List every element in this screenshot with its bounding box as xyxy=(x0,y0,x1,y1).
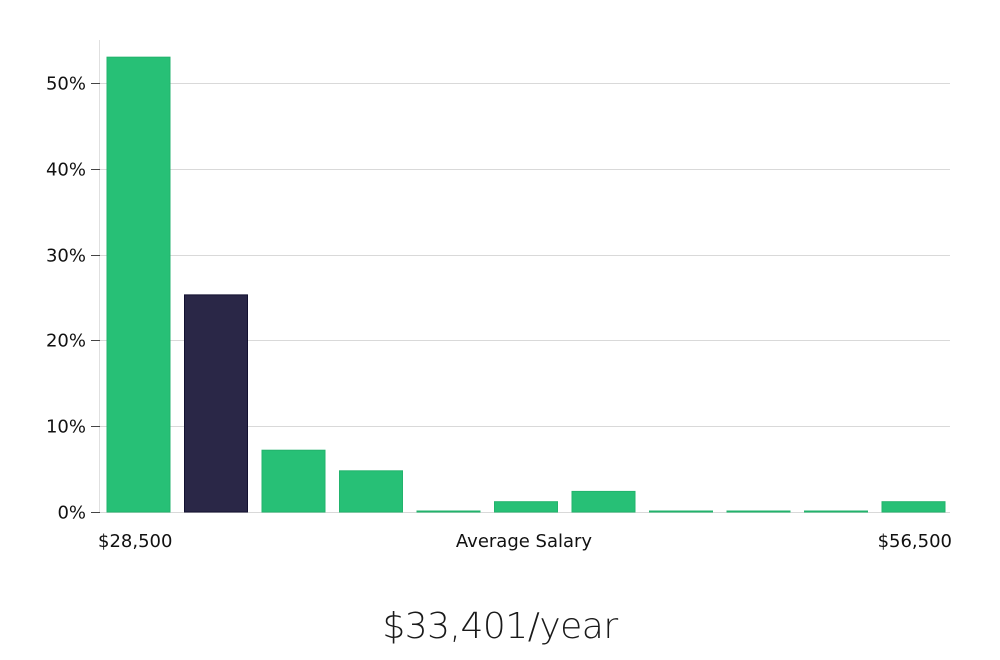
x-axis-max-label: $56,500 xyxy=(878,531,952,552)
bar xyxy=(339,470,403,513)
x-axis-title: Average Salary xyxy=(456,531,593,552)
bar-highlighted xyxy=(184,294,248,513)
bar xyxy=(571,490,636,513)
y-axis-tick-labels: 0% 10% 20% 30% 40% 50% xyxy=(46,74,100,524)
y-tick-label: 10% xyxy=(46,417,86,438)
x-axis-min-label: $28,500 xyxy=(98,531,172,552)
y-tick-label: 30% xyxy=(46,246,86,267)
bar xyxy=(726,510,791,513)
y-tick-label: 50% xyxy=(46,74,86,95)
bar xyxy=(881,501,946,513)
bar xyxy=(261,449,326,513)
average-salary-value: $33,401/year xyxy=(382,606,618,647)
y-tick-label: 20% xyxy=(46,331,86,352)
salary-histogram: 0% 10% 20% 30% 40% 50% $28,500 Average Salary… xyxy=(46,40,952,552)
bar xyxy=(804,510,868,513)
y-tick-label: 40% xyxy=(46,160,86,181)
y-tick-label: 0% xyxy=(57,503,86,524)
bar xyxy=(494,501,558,513)
bar xyxy=(649,510,713,513)
bar xyxy=(106,56,171,513)
bar xyxy=(416,510,481,513)
bars xyxy=(106,56,946,513)
